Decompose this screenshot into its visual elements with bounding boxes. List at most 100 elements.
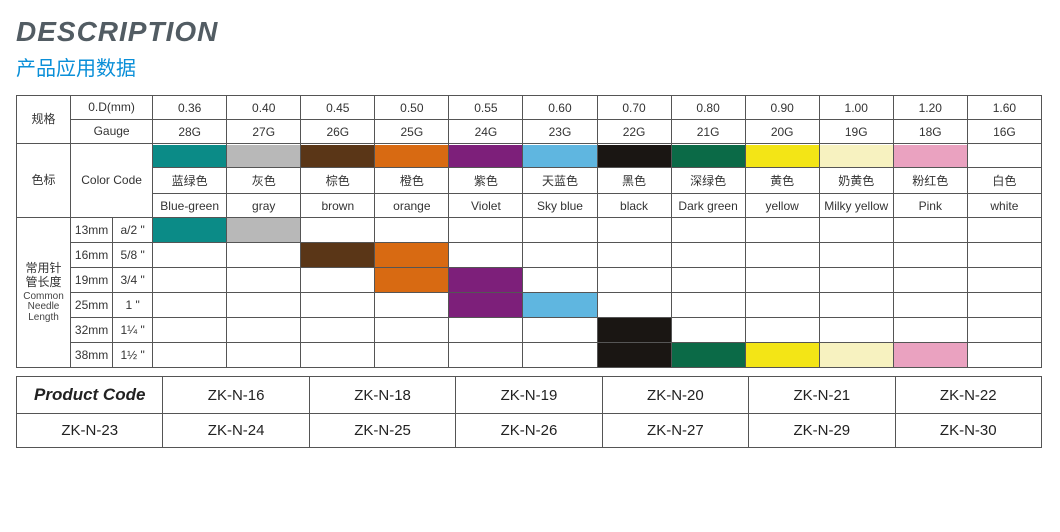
length-in-0: a/2 " bbox=[113, 218, 153, 243]
length-cell-2-4 bbox=[449, 268, 523, 293]
color-zh-2: 棕色 bbox=[301, 168, 375, 194]
length-cell-3-0 bbox=[153, 293, 227, 318]
gauge-4: 24G bbox=[449, 120, 523, 144]
product-code-r2-3: ZK-N-26 bbox=[456, 414, 602, 448]
length-cell-1-7 bbox=[671, 243, 745, 268]
color-zh-4: 紫色 bbox=[449, 168, 523, 194]
color-zh-3: 橙色 bbox=[375, 168, 449, 194]
product-code-r1-2: ZK-N-19 bbox=[456, 377, 602, 414]
length-cell-3-8 bbox=[745, 293, 819, 318]
color-swatch-8 bbox=[745, 144, 819, 168]
product-code-r2-4: ZK-N-27 bbox=[602, 414, 748, 448]
color-swatch-6 bbox=[597, 144, 671, 168]
color-zh-10: 粉红色 bbox=[893, 168, 967, 194]
color-swatch-1 bbox=[227, 144, 301, 168]
od-7: 0.80 bbox=[671, 96, 745, 120]
label-od: 0.D(mm) bbox=[71, 96, 153, 120]
length-cell-1-5 bbox=[523, 243, 597, 268]
product-code-r1-1: ZK-N-18 bbox=[309, 377, 455, 414]
length-mm-5: 38mm bbox=[71, 343, 113, 368]
gauge-8: 20G bbox=[745, 120, 819, 144]
color-zh-0: 蓝绿色 bbox=[153, 168, 227, 194]
heading-en: DESCRIPTION bbox=[16, 16, 1044, 48]
length-cell-2-8 bbox=[745, 268, 819, 293]
gauge-5: 23G bbox=[523, 120, 597, 144]
color-swatch-0 bbox=[153, 144, 227, 168]
length-cell-5-9 bbox=[819, 343, 893, 368]
gauge-7: 21G bbox=[671, 120, 745, 144]
length-cell-4-2 bbox=[301, 318, 375, 343]
length-cell-3-6 bbox=[597, 293, 671, 318]
od-11: 1.60 bbox=[967, 96, 1041, 120]
color-en-6: black bbox=[597, 194, 671, 218]
label-spec: 规格 bbox=[17, 96, 71, 144]
length-cell-2-1 bbox=[227, 268, 301, 293]
length-cell-5-7 bbox=[671, 343, 745, 368]
label-color-zh: 色标 bbox=[17, 144, 71, 218]
length-cell-0-2 bbox=[301, 218, 375, 243]
length-cell-3-4 bbox=[449, 293, 523, 318]
length-cell-2-11 bbox=[967, 268, 1041, 293]
length-cell-0-0 bbox=[153, 218, 227, 243]
length-cell-4-0 bbox=[153, 318, 227, 343]
od-9: 1.00 bbox=[819, 96, 893, 120]
length-in-5: 1½ " bbox=[113, 343, 153, 368]
product-code-r1-4: ZK-N-21 bbox=[749, 377, 895, 414]
color-en-0: Blue-green bbox=[153, 194, 227, 218]
color-en-7: Dark green bbox=[671, 194, 745, 218]
length-cell-5-3 bbox=[375, 343, 449, 368]
length-cell-2-7 bbox=[671, 268, 745, 293]
length-cell-3-11 bbox=[967, 293, 1041, 318]
length-cell-2-3 bbox=[375, 268, 449, 293]
length-cell-4-5 bbox=[523, 318, 597, 343]
length-in-2: 3/4 " bbox=[113, 268, 153, 293]
length-cell-3-2 bbox=[301, 293, 375, 318]
length-mm-0: 13mm bbox=[71, 218, 113, 243]
color-en-10: Pink bbox=[893, 194, 967, 218]
color-swatch-3 bbox=[375, 144, 449, 168]
od-0: 0.36 bbox=[153, 96, 227, 120]
length-cell-0-1 bbox=[227, 218, 301, 243]
length-cell-3-9 bbox=[819, 293, 893, 318]
color-zh-6: 黑色 bbox=[597, 168, 671, 194]
length-cell-5-4 bbox=[449, 343, 523, 368]
length-mm-1: 16mm bbox=[71, 243, 113, 268]
length-cell-2-6 bbox=[597, 268, 671, 293]
color-zh-5: 天蓝色 bbox=[523, 168, 597, 194]
length-in-1: 5/8 " bbox=[113, 243, 153, 268]
length-cell-1-9 bbox=[819, 243, 893, 268]
product-code-r2-0: ZK-N-23 bbox=[17, 414, 163, 448]
od-4: 0.55 bbox=[449, 96, 523, 120]
length-cell-5-5 bbox=[523, 343, 597, 368]
gauge-6: 22G bbox=[597, 120, 671, 144]
length-cell-2-0 bbox=[153, 268, 227, 293]
gauge-11: 16G bbox=[967, 120, 1041, 144]
length-cell-1-8 bbox=[745, 243, 819, 268]
color-swatch-11 bbox=[967, 144, 1041, 168]
color-en-8: yellow bbox=[745, 194, 819, 218]
length-cell-1-3 bbox=[375, 243, 449, 268]
length-cell-1-11 bbox=[967, 243, 1041, 268]
product-code-r1-5: ZK-N-22 bbox=[895, 377, 1041, 414]
length-in-3: 1 " bbox=[113, 293, 153, 318]
length-mm-3: 25mm bbox=[71, 293, 113, 318]
length-cell-4-11 bbox=[967, 318, 1041, 343]
length-cell-2-5 bbox=[523, 268, 597, 293]
length-cell-5-10 bbox=[893, 343, 967, 368]
length-cell-0-8 bbox=[745, 218, 819, 243]
gauge-0: 28G bbox=[153, 120, 227, 144]
length-cell-4-10 bbox=[893, 318, 967, 343]
length-cell-4-7 bbox=[671, 318, 745, 343]
length-cell-0-7 bbox=[671, 218, 745, 243]
length-cell-1-2 bbox=[301, 243, 375, 268]
length-cell-5-11 bbox=[967, 343, 1041, 368]
od-5: 0.60 bbox=[523, 96, 597, 120]
length-cell-2-2 bbox=[301, 268, 375, 293]
product-code-header: Product Code bbox=[17, 377, 163, 414]
color-en-4: Violet bbox=[449, 194, 523, 218]
length-cell-4-6 bbox=[597, 318, 671, 343]
length-cell-3-1 bbox=[227, 293, 301, 318]
length-cell-5-2 bbox=[301, 343, 375, 368]
length-cell-1-1 bbox=[227, 243, 301, 268]
length-cell-2-10 bbox=[893, 268, 967, 293]
